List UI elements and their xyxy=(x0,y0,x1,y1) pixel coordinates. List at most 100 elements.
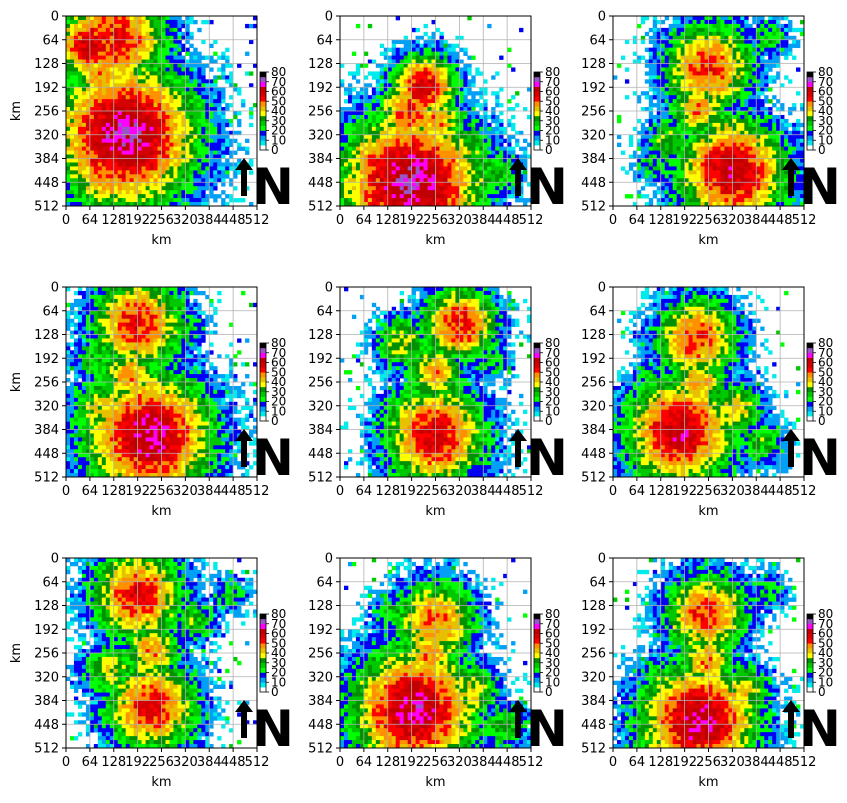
field-cell xyxy=(716,51,721,56)
field-cell xyxy=(73,166,79,171)
field-cell xyxy=(768,111,773,116)
field-cell xyxy=(700,142,705,147)
field-cell xyxy=(439,55,444,60)
field-cell xyxy=(379,174,385,179)
field-cell xyxy=(427,67,432,72)
field-cell xyxy=(451,146,456,151)
field-cell xyxy=(640,134,646,140)
field-cell xyxy=(343,194,349,199)
field-cell xyxy=(447,150,452,155)
field-cell xyxy=(708,16,713,21)
field-cell xyxy=(225,174,230,179)
field-cell xyxy=(340,202,345,206)
field-cell xyxy=(443,126,448,132)
field-cell xyxy=(379,95,385,100)
north-arrow-head xyxy=(509,158,527,170)
field-cell xyxy=(153,87,158,92)
field-cell xyxy=(165,27,170,33)
field-cell xyxy=(760,27,765,33)
field-cell xyxy=(495,103,500,108)
colorbar-segment xyxy=(260,76,266,83)
field-cell xyxy=(704,35,709,41)
field-cell xyxy=(185,83,190,88)
field-cell xyxy=(153,47,158,52)
field-cell xyxy=(660,75,666,80)
field-cell xyxy=(720,103,725,108)
field-cell xyxy=(141,122,146,128)
y-tick-label: 320 xyxy=(34,128,59,143)
field-cell xyxy=(113,154,119,159)
field-cell xyxy=(141,107,146,112)
field-cell xyxy=(620,55,626,60)
field-cell xyxy=(720,87,725,92)
field-cell xyxy=(153,99,158,104)
field-cell xyxy=(784,134,789,140)
field-cell xyxy=(499,154,504,159)
field-cell xyxy=(157,182,162,187)
field-cell xyxy=(403,194,408,199)
field-cell xyxy=(375,186,381,191)
field-cell xyxy=(415,142,420,147)
field-cell xyxy=(499,170,504,175)
field-cell xyxy=(209,154,214,159)
field-cell xyxy=(768,130,773,136)
field-cell xyxy=(523,162,528,167)
field-cell xyxy=(680,122,685,128)
field-cell xyxy=(768,114,773,120)
field-cell xyxy=(185,162,190,167)
field-cell xyxy=(173,142,178,147)
field-cell xyxy=(720,142,725,147)
field-cell xyxy=(720,51,725,56)
field-cell xyxy=(415,63,420,68)
field-cell xyxy=(395,194,401,199)
field-cell xyxy=(784,130,789,136)
field-cell xyxy=(443,158,448,163)
field-cell xyxy=(375,111,381,116)
field-cell xyxy=(101,55,107,60)
field-cell xyxy=(776,59,781,64)
field-cell xyxy=(137,198,142,203)
field-cell xyxy=(439,99,444,104)
field-cell xyxy=(784,39,789,45)
field-cell xyxy=(443,190,448,195)
field-cell xyxy=(507,170,512,175)
field-cell xyxy=(640,39,646,45)
field-cell xyxy=(383,126,389,132)
field-cell xyxy=(73,43,79,49)
field-cell xyxy=(363,162,369,167)
field-cell xyxy=(93,59,99,64)
field-cell xyxy=(772,134,777,140)
field-cell xyxy=(93,202,99,206)
field-cell xyxy=(788,47,793,52)
field-cell xyxy=(652,67,658,72)
field-cell xyxy=(768,79,773,84)
field-cell xyxy=(431,142,436,147)
field-cell xyxy=(363,146,369,151)
field-cell xyxy=(471,162,476,167)
field-cell xyxy=(407,114,412,120)
field-cell xyxy=(704,51,709,56)
field-cell xyxy=(712,150,717,155)
field-cell xyxy=(137,114,142,120)
field-cell xyxy=(423,75,428,80)
field-cell xyxy=(347,130,353,136)
field-cell xyxy=(688,27,693,33)
field-cell xyxy=(359,182,365,187)
field-cell xyxy=(419,83,424,88)
field-cell xyxy=(395,178,401,183)
field-cell xyxy=(752,39,757,45)
field-cell xyxy=(467,158,472,163)
field-cell xyxy=(644,31,650,37)
field-cell xyxy=(704,138,709,144)
field-cell xyxy=(81,182,87,187)
field-cell xyxy=(395,75,401,80)
field-cell xyxy=(241,146,246,151)
field-cell xyxy=(752,16,757,21)
field-cell xyxy=(133,111,138,116)
field-cell xyxy=(459,138,464,144)
field-cell xyxy=(217,107,222,112)
field-cell xyxy=(253,103,257,108)
field-cell xyxy=(189,83,194,88)
field-cell xyxy=(439,122,444,128)
field-cell xyxy=(644,71,650,76)
